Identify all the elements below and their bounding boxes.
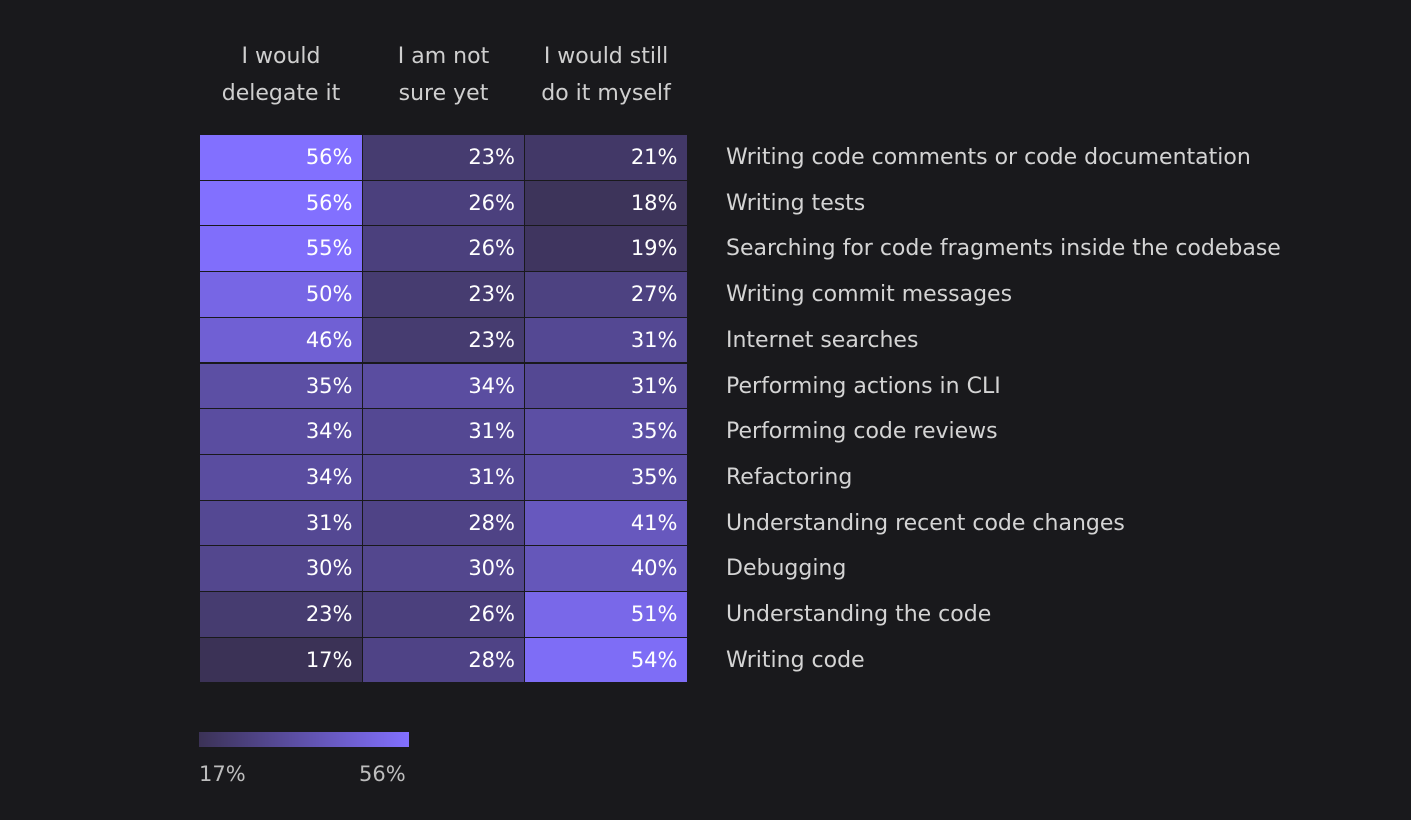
- heatmap-cell: 31%: [362, 409, 525, 455]
- heatmap-cell: 35%: [525, 454, 688, 501]
- heatmap-cell: 56%: [200, 135, 363, 181]
- row-label: Refactoring: [726, 464, 853, 490]
- heatmap-cell: 46%: [200, 317, 363, 364]
- heatmap-cell: 23%: [200, 592, 363, 638]
- row-label: Performing code reviews: [726, 419, 998, 445]
- row-label: Internet searches: [726, 327, 919, 353]
- heatmap-cell: 51%: [525, 592, 688, 638]
- heatmap-cell: 30%: [362, 546, 525, 592]
- heatmap-cell: 21%: [525, 135, 688, 181]
- heatmap-cell: 35%: [200, 363, 363, 410]
- column-header: I would delegate it: [221, 44, 341, 106]
- column-header: I would still do it myself: [541, 44, 671, 106]
- heatmap-cell: 28%: [362, 500, 525, 547]
- row-label: Understanding the code: [726, 602, 992, 627]
- heatmap-cell: 23%: [362, 272, 525, 318]
- row-label: Writing tests: [726, 190, 866, 216]
- heatmap-cell: 31%: [525, 317, 688, 364]
- heatmap-cell: 26%: [362, 226, 525, 273]
- heatmap-cell: 34%: [362, 363, 525, 410]
- heatmap-cell: 26%: [362, 592, 525, 638]
- row-label: Writing code: [726, 647, 865, 673]
- heatmap-cell: 31%: [200, 500, 363, 547]
- color-scale-legend: [199, 732, 409, 747]
- heatmap-cell: 50%: [200, 272, 363, 318]
- row-label: Searching for code fragments inside the …: [726, 236, 1281, 262]
- column-header: I am not sure yet: [397, 44, 490, 106]
- heatmap-cell: 27%: [525, 272, 688, 318]
- heatmap-cell: 41%: [525, 500, 688, 547]
- heatmap-cell: 55%: [200, 226, 363, 273]
- heatmap-cell: 56%: [200, 180, 363, 227]
- legend-min-label: 17%: [199, 762, 246, 786]
- heatmap-cell: 28%: [362, 637, 525, 684]
- heatmap-cell: 19%: [525, 226, 688, 273]
- heatmap-cell: 30%: [200, 546, 363, 592]
- heatmap-cell: 31%: [362, 454, 525, 501]
- heatmap-cell: 40%: [525, 546, 688, 592]
- heatmap-cell: 34%: [200, 454, 363, 501]
- row-label: Writing code comments or code documentat…: [726, 145, 1251, 170]
- heatmap-cell: 23%: [362, 135, 525, 181]
- row-label: Performing actions in CLI: [726, 373, 1001, 399]
- row-label: Understanding recent code changes: [726, 510, 1125, 536]
- heatmap-cell: 35%: [525, 409, 688, 455]
- heatmap-cell: 54%: [525, 637, 688, 684]
- legend-max-label: 56%: [359, 762, 406, 786]
- heatmap-cell: 34%: [200, 409, 363, 455]
- heatmap-cell: 17%: [200, 637, 363, 684]
- heatmap-cell: 31%: [525, 363, 688, 410]
- row-label: Writing commit messages: [726, 282, 1013, 308]
- row-label: Debugging: [726, 556, 847, 582]
- heatmap-cell: 18%: [525, 180, 688, 227]
- heatmap-cell: 23%: [362, 317, 525, 364]
- heatmap-cell: 26%: [362, 180, 525, 227]
